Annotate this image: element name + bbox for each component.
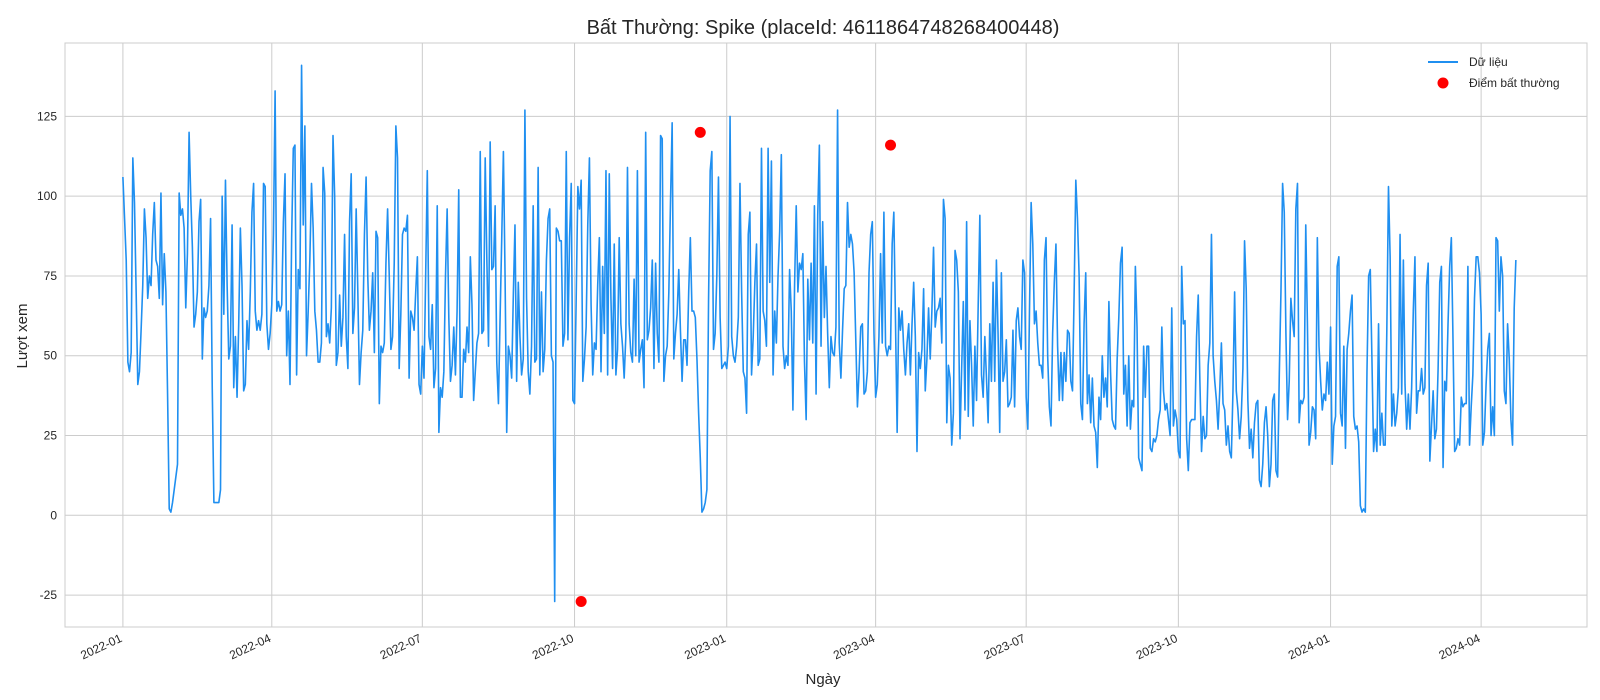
- y-tick-label: 125: [37, 109, 57, 123]
- x-tick-label: 2022-07: [378, 631, 424, 662]
- y-tick-label: 50: [44, 349, 58, 363]
- anomaly-point: [575, 595, 587, 607]
- y-ticks: -25 0 25 50 75 100 125: [37, 109, 57, 602]
- x-tick-label: 2024-01: [1286, 631, 1332, 662]
- grid: [65, 43, 1587, 627]
- anomaly-point: [694, 126, 706, 138]
- x-tick-label: 2022-01: [78, 631, 124, 662]
- x-tick-label: 2023-07: [982, 631, 1028, 662]
- legend: Dữ liệu Điểm bất thường: [1428, 55, 1560, 90]
- y-tick-label: 75: [44, 269, 58, 283]
- x-ticks: 2022-01 2022-04 2022-07 2022-10 2023-01 2023-…: [78, 631, 1482, 662]
- legend-label-anomaly: Điểm bất thường: [1469, 76, 1560, 90]
- series-line-0: [122, 64, 1517, 603]
- y-axis-label: Lượt xem: [14, 304, 31, 369]
- y-tick-label: 100: [37, 189, 57, 203]
- x-tick-label: 2022-04: [227, 631, 273, 662]
- y-tick-label: -25: [40, 588, 58, 602]
- anomaly-points: [575, 126, 897, 607]
- x-tick-label: 2023-01: [682, 631, 728, 662]
- x-tick-label: 2023-04: [831, 631, 877, 662]
- anomaly-point: [885, 139, 897, 151]
- y-tick-label: 0: [50, 508, 57, 522]
- y-tick-label: 25: [44, 429, 58, 443]
- legend-label-data: Dữ liệu: [1469, 55, 1508, 69]
- legend-point-swatch: [1437, 77, 1449, 89]
- x-tick-label: 2024-04: [1437, 631, 1483, 662]
- chart-title: Bất Thường: Spike (placeId: 461186474826…: [587, 17, 1060, 39]
- series-area: [122, 64, 1517, 603]
- x-tick-label: 2023-10: [1134, 631, 1180, 662]
- plot-frame: [64, 42, 1588, 628]
- x-tick-label: 2022-10: [530, 631, 576, 662]
- x-axis-label: Ngày: [805, 671, 841, 688]
